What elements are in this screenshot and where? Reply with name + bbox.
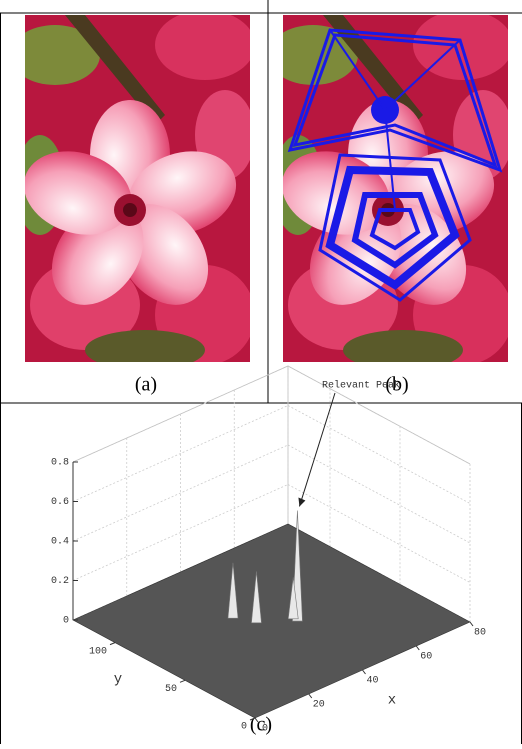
y-tick-label: 0 (241, 722, 247, 733)
figure: (a) (b) (c) 00.20.40.60.8050100020406080… (0, 0, 522, 744)
z-tick-label: 0.2 (51, 576, 69, 587)
x-tick-label: 20 (313, 700, 325, 711)
page: {"panels": [{"caption": "(a)"}, {"captio… (0, 0, 522, 744)
y-axis-label: y (114, 672, 122, 688)
tick-mark (363, 670, 366, 674)
z-tick-label: 0.6 (51, 497, 69, 508)
y-tick-label: 100 (89, 646, 107, 657)
grid-line (288, 445, 470, 543)
z-tick-label: 0 (63, 616, 69, 627)
x-axis-label: x (388, 693, 396, 709)
photo-b (268, 10, 513, 370)
tick-mark (470, 622, 473, 626)
tick-mark (180, 680, 185, 682)
caption: (a) (135, 374, 157, 396)
tick-mark (110, 643, 115, 645)
tick-mark (416, 646, 419, 650)
x-tick-label: 0 (262, 724, 268, 735)
x-tick-label: 40 (366, 676, 378, 687)
z-tick-label: 0.4 (51, 537, 69, 548)
wall-outline (73, 366, 470, 524)
z-tick-label: 0.8 (51, 458, 69, 469)
y-tick-label: 50 (165, 684, 177, 695)
surface (73, 524, 470, 718)
annotation: Relevant Peak (322, 380, 400, 392)
tick-mark (309, 694, 312, 698)
photo-a (10, 10, 255, 370)
x-tick-label: 60 (420, 652, 432, 663)
plot: 0 0.2 0.4 0.6 0.8 0 50 100 0 20 40 60 80 y x Relevant P… (51, 366, 486, 735)
x-tick-label: 80 (474, 628, 486, 639)
